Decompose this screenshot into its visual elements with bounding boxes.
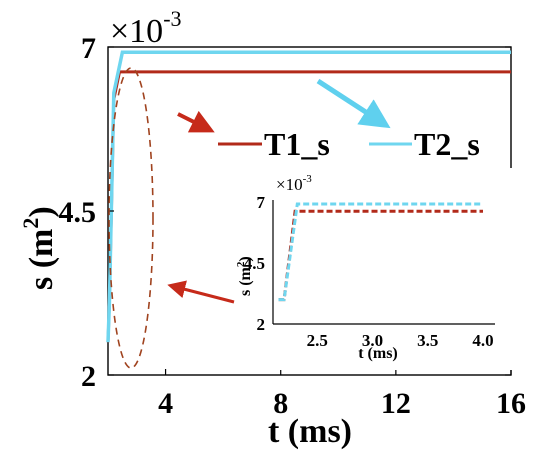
main-scale-factor: ×10-3	[110, 6, 182, 50]
main-x-tick-label: 12	[381, 387, 411, 420]
main-series-line-t2-s	[106, 50, 511, 343]
legend-label-t1: T1_s	[264, 126, 330, 162]
inset-scale-factor: ×10-3	[276, 173, 312, 194]
inset-series-line-t2-s	[278, 202, 483, 302]
inset-y-tick-label: 7	[257, 193, 266, 212]
main-x-tick-label: 8	[273, 387, 288, 420]
main-y-tick-label: 4.5	[59, 196, 97, 229]
inset-y-axis-label: s (m2)	[235, 256, 254, 296]
main-series-group	[106, 50, 511, 343]
legend-label-t2: T2_s	[414, 126, 480, 162]
inset-background	[252, 168, 522, 370]
legend-arrow-red	[177, 110, 215, 133]
inset-x-axis-label: t (ms)	[358, 345, 398, 362]
inset-x-tick-label: 4.0	[472, 331, 493, 350]
main-x-tick-label: 4	[158, 387, 173, 420]
inset-y-tick-label: 4.5	[244, 254, 265, 273]
inset-pointer-arrow	[167, 280, 235, 304]
inset-y-tick-label: 2	[257, 315, 266, 334]
main-y-axis-label: s (m2)	[18, 206, 60, 290]
inset-x-tick-label: 2.5	[307, 331, 328, 350]
legend-arrow-cyan	[316, 78, 391, 129]
inset-axis-ticks: 2.5 3.0 3.5 4.0 2 4.5 7	[244, 193, 494, 350]
highlight-ellipse	[108, 67, 154, 369]
inset-series-group	[278, 202, 483, 302]
main-x-tick-label: 16	[496, 387, 526, 420]
inset-x-tick-label: 3.0	[362, 331, 383, 350]
legend: T1_s T2_s	[218, 126, 480, 162]
main-y-tick-label: 2	[81, 360, 96, 393]
inset-x-tick-label: 3.5	[417, 331, 438, 350]
main-y-tick-label: 7	[81, 32, 96, 65]
main-x-axis-label: t (ms)	[268, 413, 352, 450]
main-axis-ticks: 4 8 12 16 2 4.5 7	[59, 32, 527, 420]
